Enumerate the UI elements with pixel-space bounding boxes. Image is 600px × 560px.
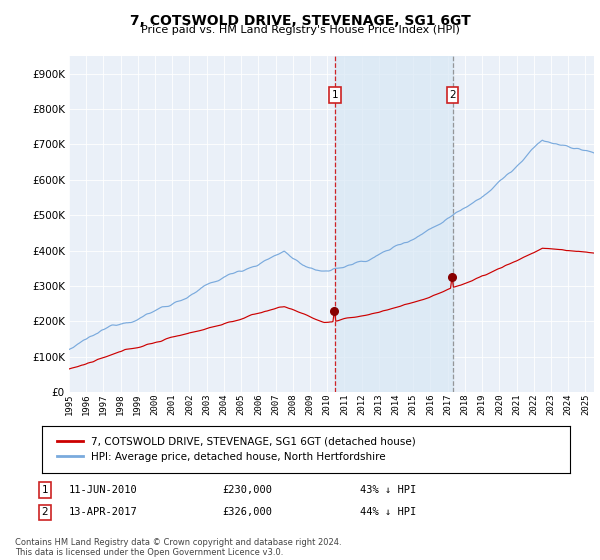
Text: 13-APR-2017: 13-APR-2017 xyxy=(69,507,138,517)
Text: 1: 1 xyxy=(331,90,338,100)
Text: £230,000: £230,000 xyxy=(222,485,272,495)
Text: 11-JUN-2010: 11-JUN-2010 xyxy=(69,485,138,495)
Text: 2: 2 xyxy=(41,507,49,517)
Text: Price paid vs. HM Land Registry's House Price Index (HPI): Price paid vs. HM Land Registry's House … xyxy=(140,25,460,35)
Text: 1: 1 xyxy=(41,485,49,495)
Text: £326,000: £326,000 xyxy=(222,507,272,517)
Text: Contains HM Land Registry data © Crown copyright and database right 2024.
This d: Contains HM Land Registry data © Crown c… xyxy=(15,538,341,557)
Text: 43% ↓ HPI: 43% ↓ HPI xyxy=(360,485,416,495)
Text: 2: 2 xyxy=(449,90,456,100)
Legend: 7, COTSWOLD DRIVE, STEVENAGE, SG1 6GT (detached house), HPI: Average price, deta: 7, COTSWOLD DRIVE, STEVENAGE, SG1 6GT (d… xyxy=(52,433,420,466)
Text: 44% ↓ HPI: 44% ↓ HPI xyxy=(360,507,416,517)
Text: 7, COTSWOLD DRIVE, STEVENAGE, SG1 6GT: 7, COTSWOLD DRIVE, STEVENAGE, SG1 6GT xyxy=(130,14,470,28)
Bar xyxy=(335,56,452,392)
